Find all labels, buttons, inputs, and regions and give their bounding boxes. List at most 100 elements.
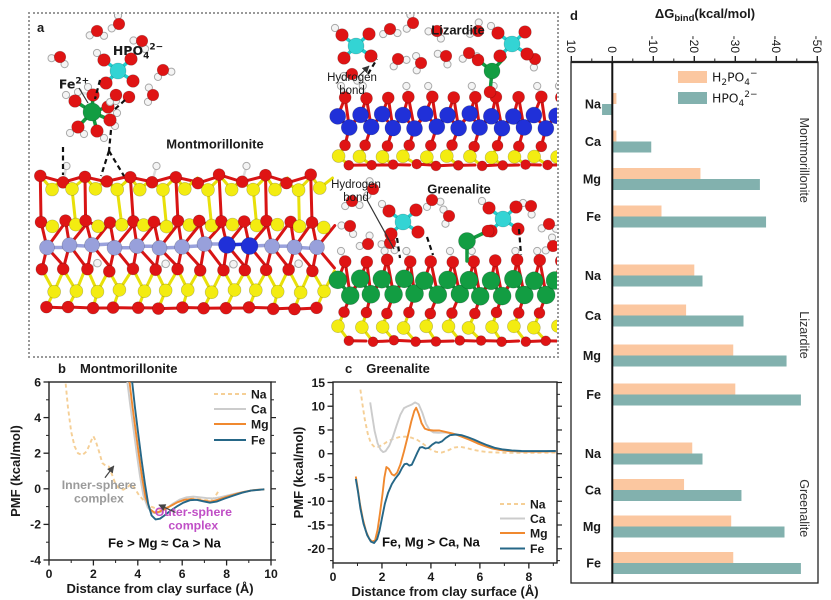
atom bbox=[447, 91, 461, 104]
panel-a-structures: a HPO42− Fe2+ Montmorillonite Lizardite … bbox=[28, 12, 559, 358]
hydrogen-atom bbox=[92, 48, 102, 58]
atom bbox=[293, 285, 308, 300]
atom bbox=[491, 139, 504, 152]
water-oxygen-atom bbox=[343, 219, 357, 233]
atom bbox=[47, 284, 61, 299]
iron-atom bbox=[394, 269, 414, 289]
magnesium-iron-atom bbox=[471, 119, 488, 136]
atom bbox=[217, 263, 230, 277]
atom bbox=[103, 216, 117, 229]
magnesium-iron-atom bbox=[461, 105, 479, 122]
atom bbox=[360, 255, 374, 269]
atom bbox=[554, 256, 557, 266]
silicon-atom bbox=[110, 182, 125, 197]
phosphate-oxygen-atom bbox=[509, 200, 523, 214]
atom bbox=[550, 150, 557, 164]
y-tick-label: -15 bbox=[307, 518, 325, 532]
atom bbox=[270, 284, 285, 299]
silicon-atom bbox=[246, 182, 261, 197]
atom bbox=[358, 81, 367, 91]
magnesium-iron-atom bbox=[515, 119, 533, 136]
phosphate-oxygen-atom bbox=[518, 25, 532, 39]
atom bbox=[420, 150, 434, 164]
water-oxygen-atom bbox=[406, 16, 420, 30]
water-oxygen-atom bbox=[146, 88, 160, 102]
iron-atom bbox=[459, 270, 479, 290]
legend-label-Fe: Fe bbox=[251, 433, 265, 447]
bar-Montmorillonite-Na-1 bbox=[602, 104, 613, 115]
element-label: Mg bbox=[583, 173, 601, 187]
atom bbox=[158, 283, 173, 298]
bar-Lizardite-Ca-1 bbox=[612, 315, 744, 327]
phosphate-oxygen-atom bbox=[337, 51, 351, 65]
atom bbox=[381, 91, 395, 105]
aluminum-atom bbox=[174, 239, 190, 255]
hydrogen-bond-arrow bbox=[357, 65, 370, 78]
hydrogen-atom bbox=[65, 128, 75, 138]
x-tick-label: 10 bbox=[264, 567, 278, 581]
series-Mg bbox=[354, 406, 556, 543]
iron-atom bbox=[361, 285, 381, 304]
water-oxygen-atom bbox=[361, 237, 375, 251]
bar-Montmorillonite-Mg-0 bbox=[612, 168, 701, 179]
silicon-atom bbox=[156, 182, 170, 197]
atom bbox=[171, 262, 184, 276]
adsorbed-complex-greenalite bbox=[337, 177, 557, 263]
bar-Greenalite-Na-1 bbox=[612, 453, 703, 465]
iron-atom bbox=[536, 285, 556, 305]
x-tick-label: 2 bbox=[90, 567, 97, 581]
atom bbox=[112, 283, 127, 297]
magnesium-iron-atom bbox=[394, 106, 412, 124]
legend-label-Na: Na bbox=[251, 387, 267, 401]
iron-atom bbox=[492, 286, 512, 306]
x-tick-label: 4 bbox=[428, 570, 435, 584]
phosphate-oxygen-atom bbox=[362, 27, 376, 41]
oxygen-atom bbox=[124, 170, 137, 184]
y-tick-label: 2 bbox=[34, 447, 41, 461]
element-label: Mg bbox=[583, 349, 601, 363]
atom bbox=[481, 224, 495, 238]
atom bbox=[106, 98, 114, 106]
water-oxygen-atom bbox=[524, 199, 538, 213]
bond bbox=[309, 173, 314, 225]
atom bbox=[34, 215, 48, 229]
atom bbox=[90, 284, 105, 299]
atom bbox=[317, 284, 331, 299]
atom bbox=[131, 301, 145, 315]
phosphate-oxygen-atom bbox=[411, 225, 425, 239]
phosphate-oxygen-atom bbox=[409, 203, 423, 217]
lizardite-label: Lizardite bbox=[431, 22, 485, 38]
atom bbox=[387, 159, 399, 170]
legend-swatch-0 bbox=[678, 71, 707, 83]
series-Na bbox=[359, 389, 556, 454]
atom bbox=[425, 139, 437, 152]
atom bbox=[396, 321, 411, 335]
atom bbox=[497, 160, 509, 171]
iron-atom bbox=[428, 285, 448, 304]
aluminum-atom bbox=[106, 239, 123, 256]
atom bbox=[476, 160, 488, 172]
hydrogen-atom bbox=[486, 21, 496, 31]
atom bbox=[338, 255, 352, 268]
atom bbox=[511, 246, 520, 256]
atom bbox=[380, 253, 394, 267]
atom bbox=[441, 319, 456, 334]
atom bbox=[331, 149, 346, 163]
atom bbox=[533, 253, 547, 267]
bar-Montmorillonite-Ca-1 bbox=[612, 141, 652, 153]
annotation-arrow bbox=[158, 504, 176, 514]
bar-Lizardite-Fe-1 bbox=[612, 394, 801, 406]
bar-Montmorillonite-Fe-1 bbox=[612, 216, 767, 228]
oxygen-atom bbox=[78, 170, 92, 184]
atom bbox=[229, 259, 238, 269]
hydrogen-atom bbox=[341, 201, 350, 211]
atom bbox=[507, 319, 521, 334]
iron-atom bbox=[405, 284, 424, 303]
magnesium-iron-atom bbox=[406, 120, 423, 137]
atom bbox=[102, 265, 116, 278]
atom bbox=[215, 215, 228, 228]
atom bbox=[430, 160, 442, 172]
aluminum-atom bbox=[309, 239, 325, 256]
oxygen-atom bbox=[100, 175, 114, 188]
